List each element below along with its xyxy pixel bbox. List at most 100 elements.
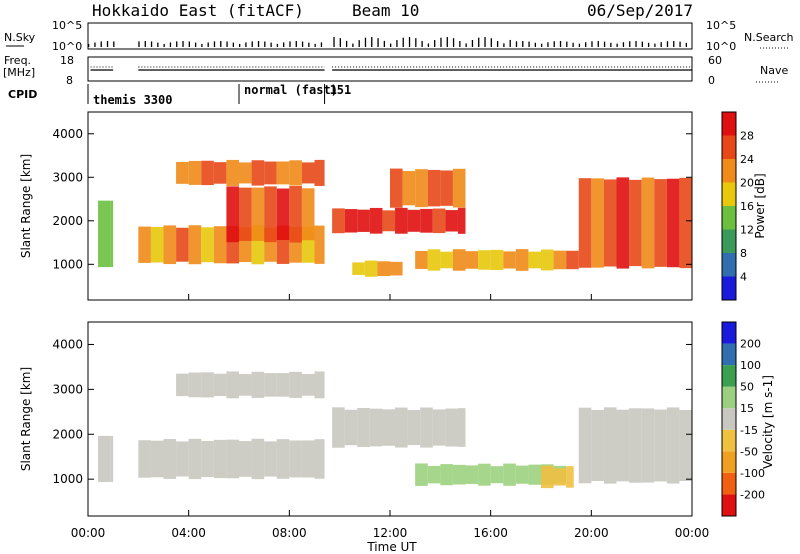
nsky-bar — [289, 41, 291, 47]
data-cell — [603, 179, 617, 267]
freq-tick-top: 18 — [60, 54, 74, 67]
nsky-bar — [490, 38, 492, 47]
data-cell — [201, 160, 214, 186]
nsky-bar — [616, 43, 618, 47]
nsky-bar — [182, 41, 184, 47]
data-cell — [150, 440, 164, 478]
data-cell — [432, 409, 446, 446]
colorbar-segment — [722, 112, 736, 136]
x-tick-label: 00:00 — [71, 526, 106, 540]
nsky-bar — [446, 37, 448, 47]
x-tick-label: 00:00 — [675, 526, 710, 540]
data-cell — [457, 408, 466, 447]
data-cell — [566, 250, 579, 270]
nsky-bar — [459, 41, 461, 47]
data-cell — [226, 159, 239, 186]
nsky-bar — [94, 42, 96, 47]
data-cell — [377, 261, 390, 277]
nsky-bar — [484, 37, 486, 47]
radar-title: Hokkaido East (fitACF) — [92, 1, 304, 20]
data-cell — [188, 160, 202, 185]
nsky-tick-bottom: 10^0 — [52, 40, 82, 53]
data-cell — [478, 463, 491, 486]
colorbar-segment — [722, 451, 736, 473]
colorbar-segment — [722, 472, 736, 495]
nsky-bar — [390, 43, 392, 47]
data-cell — [226, 186, 239, 243]
data-cell — [440, 464, 453, 486]
colorbar-tick-label: 24 — [740, 153, 754, 166]
nsky-bar — [352, 43, 354, 47]
nsky-bar — [320, 42, 323, 47]
nsky-bar — [295, 41, 297, 47]
nsky-bar — [213, 41, 216, 47]
nsky-bar — [622, 42, 625, 47]
velocity-colorbar: 200 100 50 15 -15 -50 -100 -200 — [721, 321, 765, 517]
nsky-bar — [541, 43, 543, 47]
data-cell — [395, 407, 408, 448]
colorbar-tick-label: -200 — [740, 488, 765, 501]
nsky-bar — [270, 42, 272, 47]
power-panel: 1000 2000 3000 4000 Slant Range [km] 28 24 20… — [19, 111, 767, 301]
nsky-bar — [503, 43, 505, 47]
data-cell — [490, 466, 504, 484]
nsky-bar — [572, 42, 574, 47]
y-tick-label: 1000 — [52, 472, 83, 486]
data-cell — [344, 209, 358, 233]
time-axis-label: Time UT — [366, 540, 417, 554]
data-cell — [445, 210, 458, 232]
data-cell — [465, 251, 479, 269]
colorbar-segment — [722, 206, 736, 230]
cpid-label: CPID — [8, 88, 37, 101]
nsky-bar — [528, 41, 530, 47]
colorbar-segment — [722, 253, 736, 277]
nsky-bar — [220, 41, 222, 47]
data-cell — [390, 261, 403, 276]
nsky-bar — [157, 42, 159, 47]
data-cell — [603, 407, 617, 484]
data-cell — [541, 465, 554, 489]
colorbar-segment — [722, 494, 736, 516]
nsky-bar — [100, 41, 102, 47]
nsky-bar — [314, 43, 316, 47]
nsky-bar — [591, 41, 593, 47]
data-cell — [440, 170, 453, 206]
nsky-bar — [566, 41, 568, 47]
data-cell — [301, 188, 315, 241]
nsky-bar — [660, 42, 662, 47]
data-cell — [503, 463, 516, 486]
colorbar-tick-label: 50 — [740, 381, 754, 394]
colorbar-tick-label: 28 — [740, 130, 754, 143]
data-cell — [239, 187, 252, 241]
status-panel: N.Sky Freq. [MHz] CPID 10^5 10^0 18 8 10… — [3, 19, 794, 107]
nsky-bar — [647, 42, 650, 47]
data-cell — [251, 160, 265, 186]
velocity-ylabel: Slant Range [km] — [19, 367, 33, 471]
nsky-bar — [264, 41, 266, 47]
nsky-bar — [194, 42, 197, 47]
data-cell — [98, 200, 111, 268]
data-cell — [226, 371, 239, 399]
nsky-bar — [144, 41, 146, 47]
data-cell — [528, 464, 541, 485]
velocity-panel: 1000 2000 3000 4000 Slant Range [km] 200 100… — [19, 321, 775, 517]
nsky-bar — [515, 41, 518, 47]
data-cell — [641, 177, 655, 269]
colorbar-tick-label: 200 — [740, 338, 761, 351]
data-cell — [213, 226, 227, 264]
data-cell — [251, 187, 265, 241]
data-cell — [427, 465, 441, 484]
nsearch-tick-bottom: 10^0 — [706, 40, 736, 53]
y-tick-label: 2000 — [52, 214, 83, 228]
nsky-bar — [408, 37, 411, 47]
colorbar-segment — [722, 365, 736, 387]
data-cell — [679, 410, 692, 481]
y-tick-label: 3000 — [52, 382, 83, 396]
nsky-bar — [257, 41, 260, 47]
nsky-bar — [509, 39, 511, 47]
data-cell — [629, 179, 642, 267]
data-cell — [163, 225, 177, 265]
nsky-bar — [396, 40, 398, 47]
data-cell — [201, 227, 214, 263]
data-cell — [515, 249, 529, 271]
